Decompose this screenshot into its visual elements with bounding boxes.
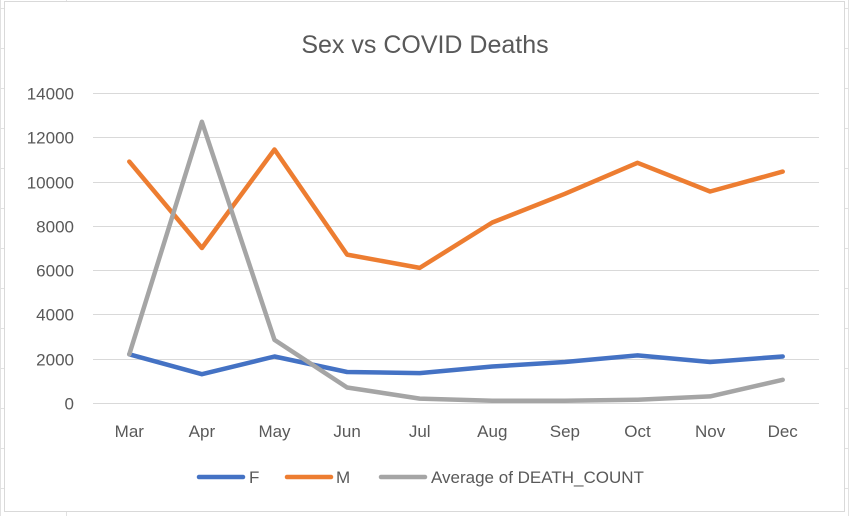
y-tick-label: 6000 (36, 262, 74, 281)
y-tick-label: 12000 (27, 129, 74, 148)
chart-title: Sex vs COVID Deaths (301, 31, 548, 59)
y-tick-label: 0 (65, 395, 74, 414)
legend-label-1: F (249, 468, 259, 487)
y-tick-label: 4000 (36, 306, 74, 325)
series-line-3[interactable] (127, 119, 785, 404)
series-line-1[interactable] (127, 352, 785, 377)
x-tick-label: Jun (333, 422, 360, 441)
x-tick-label: Sep (550, 422, 580, 441)
series-line-2[interactable] (127, 147, 785, 271)
x-tick-label: May (258, 422, 291, 441)
x-tick-label: Jul (409, 422, 431, 441)
y-tick-label: 8000 (36, 218, 74, 237)
series-lines (127, 119, 785, 404)
y-tick-label: 10000 (27, 174, 74, 193)
x-tick-label: Apr (189, 422, 216, 441)
x-tick-label: Oct (624, 422, 651, 441)
chart-area-frame[interactable] (4, 1, 845, 512)
legend-label-3: Average of DEATH_COUNT (431, 468, 644, 487)
x-tick-label: Aug (477, 422, 507, 441)
y-tick-label: 14000 (27, 85, 74, 104)
x-tick-label: Nov (695, 422, 726, 441)
y-axis-tick-labels: 0 2000 4000 6000 8000 10000 12000 14000 (27, 85, 74, 414)
y-tick-label: 2000 (36, 351, 74, 370)
legend[interactable]: F M Average of DEATH_COUNT (196, 468, 644, 487)
x-tick-label: Mar (115, 422, 145, 441)
legend-label-2: M (336, 468, 350, 487)
x-axis-tick-labels: Mar Apr May Jun Jul Aug Sep Oct Nov Dec (115, 422, 799, 441)
x-tick-label: Dec (768, 422, 799, 441)
gridlines (93, 93, 819, 404)
